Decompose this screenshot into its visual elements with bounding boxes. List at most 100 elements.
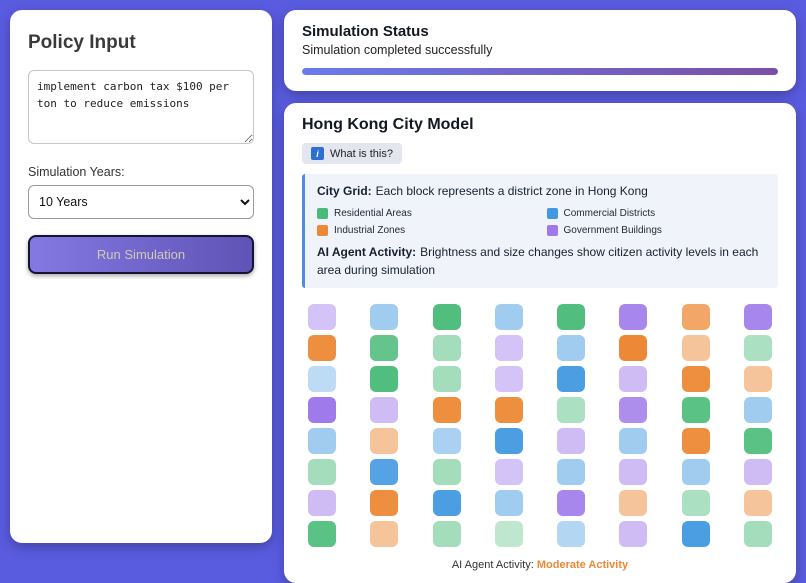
ai-activity-label: AI Agent Activity: <box>317 245 417 260</box>
right-column: Simulation Status Simulation completed s… <box>284 10 796 583</box>
city-block-commercial <box>743 397 772 424</box>
city-block-government <box>619 397 648 424</box>
city-block-residential <box>370 366 399 393</box>
app-layout: Policy Input implement carbon tax $100 p… <box>10 10 796 583</box>
legend-label: Government Buildings <box>563 225 662 237</box>
info-icon: i <box>311 147 324 160</box>
city-block-government <box>494 366 523 393</box>
city-block-government <box>619 366 648 393</box>
city-block-government <box>308 304 336 331</box>
city-model-title: Hong Kong City Model <box>302 116 474 133</box>
city-block-residential <box>432 335 461 362</box>
city-block-industrial <box>743 366 772 393</box>
residential-swatch <box>317 208 328 220</box>
city-block-residential <box>432 366 461 393</box>
city-block-government <box>619 459 648 486</box>
city-grid-description: City Grid: Each block represents a distri… <box>317 183 766 200</box>
policy-textarea[interactable]: implement carbon tax $100 per ton to red… <box>28 70 254 144</box>
city-block-commercial <box>494 428 523 455</box>
activity-level-badge: Moderate Activity <box>536 559 629 572</box>
city-block-residential <box>557 397 586 424</box>
zone-legend: Residential Areas Commercial Districts I… <box>317 208 767 237</box>
city-grid-text: Each block represents a district zone in… <box>375 184 648 198</box>
city-block-industrial <box>370 428 399 455</box>
city-block-industrial <box>681 428 710 455</box>
city-block-commercial <box>557 521 586 548</box>
city-block-industrial <box>743 490 772 517</box>
city-block-commercial <box>557 366 586 393</box>
city-block-government <box>308 397 336 424</box>
city-block-commercial <box>370 304 399 331</box>
city-block-residential <box>432 521 461 548</box>
city-block-residential <box>743 335 772 362</box>
city-block-government <box>494 335 523 362</box>
city-block-residential <box>308 521 336 548</box>
city-block-government <box>370 397 399 424</box>
city-block-government <box>494 459 523 486</box>
city-block-commercial <box>494 304 523 331</box>
city-block-commercial <box>681 459 710 486</box>
city-block-commercial <box>681 521 710 548</box>
city-block-commercial <box>494 490 523 517</box>
city-block-industrial <box>370 490 399 517</box>
city-block-commercial <box>557 459 586 486</box>
city-grid-label: City Grid: <box>317 184 372 198</box>
city-grid-infobox: City Grid: Each block represents a distri… <box>302 174 778 289</box>
city-block-residential <box>557 304 586 331</box>
city-block-residential <box>743 428 772 455</box>
city-grid <box>308 304 772 548</box>
ai-activity-text: Brightness and size changes show citizen… <box>317 245 759 277</box>
industrial-swatch <box>317 225 328 237</box>
city-block-government <box>743 459 772 486</box>
run-simulation-button[interactable]: Run Simulation <box>28 235 254 274</box>
city-model-panel: Hong Kong City Model i What is this? Cit… <box>284 103 796 583</box>
activity-footer-label: AI Agent Activity: <box>451 559 534 572</box>
city-block-residential <box>432 304 461 331</box>
what-is-this-label: What is this? <box>330 147 393 160</box>
city-block-commercial <box>308 428 336 455</box>
city-block-industrial <box>619 490 648 517</box>
legend-label: Residential Areas <box>334 208 412 220</box>
legend-item-residential: Residential Areas <box>317 208 537 220</box>
city-block-residential <box>494 521 523 548</box>
legend-item-commercial: Commercial Districts <box>546 208 767 220</box>
government-swatch <box>546 225 558 237</box>
city-block-residential <box>432 459 461 486</box>
city-block-residential <box>743 521 772 548</box>
city-block-industrial <box>432 397 461 424</box>
legend-item-government: Government Buildings <box>546 225 767 237</box>
simulation-status-panel: Simulation Status Simulation completed s… <box>284 10 796 91</box>
city-block-commercial <box>432 490 461 517</box>
activity-footer: AI Agent Activity: Moderate Activity <box>302 559 778 571</box>
legend-label: Commercial Districts <box>563 208 656 220</box>
status-title: Simulation Status <box>302 23 429 40</box>
city-block-commercial <box>370 459 399 486</box>
city-block-government <box>619 304 648 331</box>
status-message: Simulation completed successfully <box>302 43 493 57</box>
city-block-industrial <box>370 521 399 548</box>
city-block-residential <box>681 397 710 424</box>
city-block-government <box>743 304 772 331</box>
ai-activity-description: AI Agent Activity: Brightness and size ch… <box>317 244 766 279</box>
simulation-years-select[interactable]: 10 Years <box>28 185 254 219</box>
city-block-residential <box>370 335 399 362</box>
policy-input-title: Policy Input <box>28 32 136 53</box>
city-block-industrial <box>681 366 710 393</box>
city-block-government <box>557 490 586 517</box>
simulation-years-label: Simulation Years: <box>28 165 125 179</box>
city-block-industrial <box>494 397 523 424</box>
legend-label: Industrial Zones <box>334 225 406 237</box>
legend-item-industrial: Industrial Zones <box>317 225 537 237</box>
what-is-this-button[interactable]: i What is this? <box>302 143 402 164</box>
city-block-government <box>619 521 648 548</box>
city-block-residential <box>308 459 336 486</box>
city-block-commercial <box>308 366 336 393</box>
city-block-industrial <box>681 335 710 362</box>
city-block-commercial <box>619 428 648 455</box>
city-block-industrial <box>619 335 648 362</box>
city-block-residential <box>681 490 710 517</box>
city-block-commercial <box>432 428 461 455</box>
city-block-government <box>557 428 586 455</box>
progress-fill <box>302 68 778 75</box>
commercial-swatch <box>546 208 558 220</box>
